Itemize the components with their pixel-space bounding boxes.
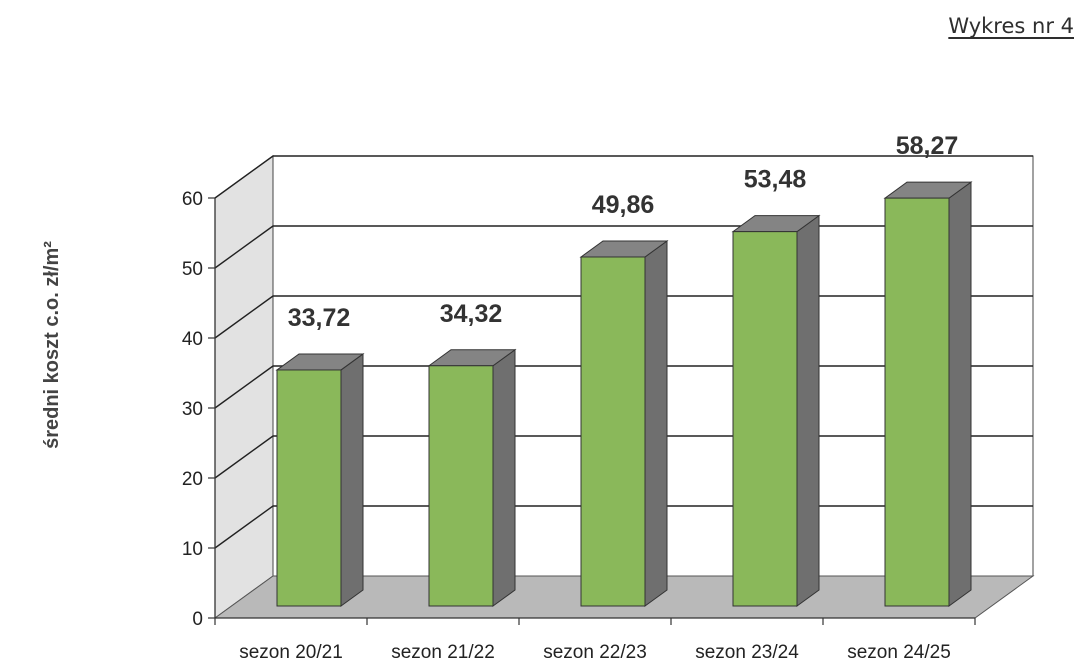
y-tick-label: 0: [192, 609, 203, 630]
data-labels: 33,72 34,32 49,86 53,48 58,27: [288, 132, 959, 332]
bar: [579, 239, 669, 607]
page-header: Wykres nr 4: [0, 0, 1082, 60]
y-axis: 0 10 20 30 40 50 60: [182, 189, 216, 630]
bar-front: [428, 365, 494, 607]
bar: [275, 352, 365, 607]
data-label: 34,32: [440, 300, 503, 328]
bar-front: [580, 256, 646, 607]
y-axis-title: średni koszt c.o. zł/m²: [41, 241, 63, 449]
bar: [427, 348, 517, 607]
bar: [883, 181, 973, 607]
bar-front: [276, 369, 342, 607]
y-tick-label: 10: [182, 539, 203, 560]
x-tick-label: sezon 22/23: [543, 642, 647, 663]
bar-side: [796, 214, 820, 607]
y-tick-label: 50: [182, 259, 203, 280]
bar: [731, 214, 821, 607]
bar-side: [948, 181, 972, 607]
x-tick-label: sezon 21/22: [391, 642, 495, 663]
gridline: [214, 155, 1033, 199]
bar-front: [884, 197, 950, 607]
y-tick-label: 20: [182, 469, 203, 490]
data-label: 49,86: [592, 191, 655, 219]
data-label: 53,48: [744, 166, 807, 194]
figure-label: Wykres nr 4: [948, 14, 1074, 38]
bar-side: [492, 348, 516, 607]
data-label: 33,72: [288, 304, 351, 332]
bar-front: [732, 231, 798, 607]
y-tick-label: 30: [182, 399, 203, 420]
x-tick-label: sezon 24/25: [847, 642, 951, 663]
data-label: 58,27: [896, 132, 959, 160]
y-tick-label: 60: [182, 189, 203, 210]
x-tick-label: sezon 20/21: [239, 642, 343, 663]
bar-side: [644, 239, 668, 607]
bars: [275, 181, 973, 607]
bar-side: [340, 352, 364, 607]
y-tick-label: 40: [182, 329, 203, 350]
x-axis: sezon 20/21 sezon 21/22 sezon 22/23 sezon 2…: [214, 617, 976, 663]
x-tick-label: sezon 23/24: [695, 642, 799, 663]
